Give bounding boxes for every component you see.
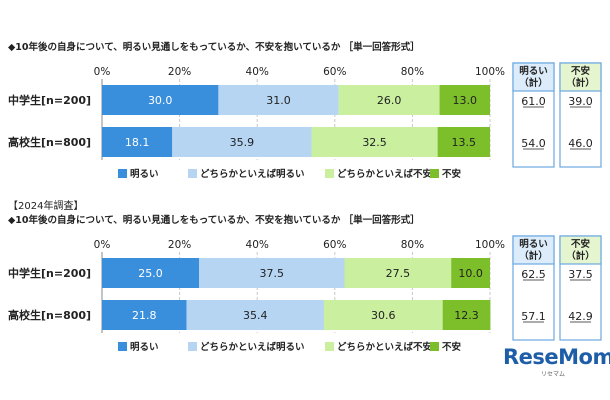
- bar-segment: [102, 300, 187, 330]
- bar-value-label: 10.0: [458, 267, 483, 280]
- x-tick-label: 40%: [246, 239, 269, 251]
- x-tick-label: 100%: [475, 239, 505, 251]
- bar-segment: [102, 127, 173, 157]
- bar-value-label: 18.1: [125, 136, 150, 149]
- bar-segment: [186, 300, 324, 330]
- x-tick-label: 100%: [475, 66, 505, 78]
- resemom-logo: ReseMom リセマム: [503, 345, 610, 378]
- bar-value-label: 31.0: [266, 94, 291, 107]
- category-label: 高校生[n=800]: [8, 135, 91, 149]
- legend-swatch: [430, 169, 439, 178]
- bar-segment: [311, 127, 438, 157]
- bar-value-label: 26.0: [377, 94, 402, 107]
- summary-value: 54.0: [521, 137, 546, 150]
- bar-segment: [323, 300, 443, 330]
- bar-segment: [172, 127, 312, 157]
- bar-value-label: 30.6: [371, 309, 396, 322]
- bar-value-label: 32.5: [362, 136, 387, 149]
- summary-header: 明るい: [519, 239, 548, 250]
- x-tick-label: 20%: [168, 239, 191, 251]
- bar-segment: [439, 85, 490, 115]
- summary-value: 57.1: [521, 310, 546, 323]
- legend-label: どちらかといえば明るい: [200, 168, 305, 180]
- bar-value-label: 30.0: [148, 94, 173, 107]
- bar-value-label: 21.8: [132, 309, 157, 322]
- summary-header: 明るい: [519, 66, 548, 77]
- bar-value-label: 12.3: [454, 309, 479, 322]
- bar-value-label: 13.5: [452, 136, 477, 149]
- legend-label: 不安: [442, 341, 462, 353]
- summary-header: （計）: [519, 250, 548, 262]
- summary-header: 不安: [571, 238, 591, 250]
- legend-label: 不安: [442, 168, 462, 180]
- x-tick-label: 60%: [323, 239, 346, 251]
- x-tick-label: 80%: [401, 66, 424, 78]
- legend-label: 明るい: [130, 342, 159, 353]
- summary-value: 42.9: [568, 310, 593, 323]
- chart-title: ◆10年後の自身について、明るい見通しをもっているか、不安を抱いているか ［単一…: [8, 214, 420, 226]
- bar-segment: [199, 258, 345, 288]
- legend-label: どちらかといえば明るい: [200, 341, 305, 353]
- summary-value: 46.0: [568, 137, 593, 150]
- bar-segment: [344, 258, 452, 288]
- summary-header: 不安: [571, 65, 591, 77]
- legend-label: どちらかといえば不安: [337, 168, 433, 180]
- legend-swatch: [325, 169, 334, 178]
- summary-value: 37.5: [568, 268, 593, 281]
- bar-segment: [102, 85, 219, 115]
- bar-segment: [102, 258, 199, 288]
- bar-value-label: 37.5: [260, 267, 285, 280]
- summary-header-bg: [559, 62, 602, 92]
- category-label: 中学生[n=200]: [8, 266, 91, 280]
- legend-swatch: [118, 169, 127, 178]
- bar-value-label: 35.9: [230, 136, 255, 149]
- bar-value-label: 13.0: [453, 94, 478, 107]
- bar-segment: [338, 85, 440, 115]
- legend-label: どちらかといえば不安: [337, 341, 433, 353]
- summary-header: （計）: [566, 250, 595, 262]
- legend-swatch: [118, 342, 127, 351]
- x-tick-label: 80%: [401, 239, 424, 251]
- legend-swatch: [188, 342, 197, 351]
- x-tick-label: 20%: [168, 66, 191, 78]
- bar-segment: [437, 127, 490, 157]
- summary-header: （計）: [566, 77, 595, 89]
- x-tick-label: 0%: [94, 66, 111, 78]
- logo-subtext: リセマム: [541, 371, 566, 378]
- chart-title: ◆10年後の自身について、明るい見通しをもっているか、不安を抱いているか ［単一…: [8, 41, 420, 53]
- bar-value-label: 27.5: [386, 267, 411, 280]
- x-tick-label: 0%: [94, 239, 111, 251]
- summary-value: 61.0: [521, 95, 546, 108]
- bar-segment: [442, 300, 491, 330]
- bar-segment: [451, 258, 490, 288]
- bar-segment: [218, 85, 339, 115]
- summary-value: 62.5: [521, 268, 546, 281]
- summary-value: 39.0: [568, 95, 593, 108]
- bar-value-label: 25.0: [138, 267, 163, 280]
- legend-swatch: [325, 342, 334, 351]
- legend-swatch: [430, 342, 439, 351]
- summary-header-bg: [559, 235, 602, 265]
- summary-header-bg: [512, 235, 555, 265]
- x-tick-label: 40%: [246, 66, 269, 78]
- legend-label: 明るい: [130, 169, 159, 180]
- summary-header: （計）: [519, 77, 548, 89]
- chart-heading: 【2024年調査】: [8, 199, 83, 212]
- x-tick-label: 60%: [323, 66, 346, 78]
- category-label: 高校生[n=800]: [8, 308, 91, 322]
- category-label: 中学生[n=200]: [8, 93, 91, 107]
- summary-header-bg: [512, 62, 555, 92]
- bar-value-label: 35.4: [243, 309, 268, 322]
- legend-swatch: [188, 169, 197, 178]
- logo-text: ReseMom: [503, 345, 610, 369]
